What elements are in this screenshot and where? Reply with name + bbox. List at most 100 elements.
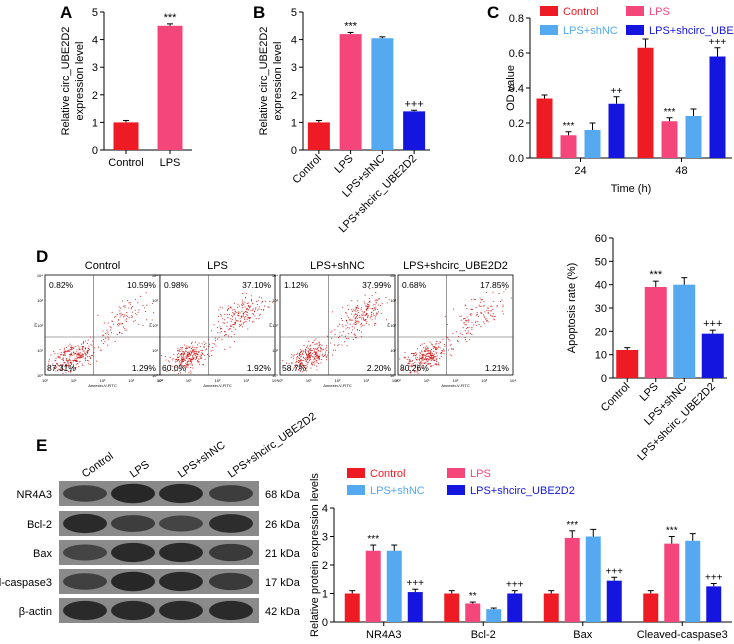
x-tick-label: Control: [108, 157, 143, 169]
flow-y-tick: 10⁰: [37, 373, 43, 378]
bar-control: [536, 98, 553, 158]
bar-lps-shnc: [585, 536, 601, 622]
legend-swatch: [447, 485, 465, 495]
flow-x-tick: 10⁰: [157, 378, 163, 383]
flow-x-axis-label: Annexin-V-FITC: [441, 383, 470, 388]
flow-x-axis-label: Annexin-V-FITC: [203, 383, 232, 388]
y-tick-label: 3: [92, 62, 98, 74]
blot-kda-label: 21 kDa: [265, 548, 301, 560]
flow-y-tick: 10³: [272, 298, 278, 303]
bar-control: [307, 122, 330, 150]
y-tick-label: 0: [601, 373, 607, 385]
y-tick-label: 1: [291, 117, 297, 129]
x-tick-label: LPS: [638, 381, 661, 404]
flow-y-axis-label: PI: [33, 323, 38, 327]
blot-row-label: Cleaved-caspase3: [0, 577, 52, 589]
blot-band: [63, 573, 107, 590]
significance-label: ***: [344, 20, 358, 32]
y-tick-label: 4: [291, 35, 297, 47]
bar-lps-shcirc-ube2d2: [701, 333, 724, 378]
legend-label: Control: [563, 6, 598, 18]
quadrant-lr-percent: 2.20%: [367, 363, 392, 373]
legend-label: LPS+shNC: [370, 485, 425, 497]
x-tick-label: LPS: [160, 157, 181, 169]
y-tick-label: 50: [595, 256, 607, 268]
y-tick-label: 30: [595, 303, 607, 315]
y-tick-label: 20: [595, 326, 607, 338]
quadrant-ur-percent: 10.59%: [127, 280, 156, 290]
y-axis-label: Apoptosis rate (%): [566, 263, 578, 353]
x-tick-label: LPS: [333, 153, 356, 176]
flow-plot-title: LPS+shNC: [310, 260, 365, 272]
flow-y-tick: 10⁴: [37, 273, 43, 278]
flow-x-tick: 10²: [335, 378, 341, 383]
blot-lane-label: LPS+shcirc_UBE2D2: [226, 410, 319, 480]
flow-plot-frame: [159, 274, 276, 376]
flow-dots: [399, 288, 512, 374]
bar-control: [344, 593, 360, 622]
significance-label: ***: [563, 121, 575, 132]
flow-x-tick: 10³: [243, 378, 249, 383]
flow-plot-title: Control: [85, 260, 120, 272]
x-tick-label: Bax: [573, 629, 592, 641]
y-axis-label: Relative protein expression levels: [309, 473, 321, 637]
y-tick-label: 1: [92, 117, 98, 129]
flow-x-tick: 10²: [100, 378, 106, 383]
quadrant-ur-percent: 37.10%: [242, 280, 271, 290]
flow-y-tick: 10²: [37, 323, 43, 328]
blot-band: [159, 542, 203, 563]
flow-x-tick: 10³: [481, 378, 487, 383]
bar-lps-shcirc-ube2d2: [403, 111, 426, 150]
quadrant-ul-percent: 0.68%: [402, 280, 427, 290]
legend-label: LPS+shNC: [563, 25, 618, 37]
panel-label-c: C: [487, 3, 499, 22]
blot-band: [63, 485, 107, 502]
significance-label: ***: [164, 12, 178, 24]
blot-band: [111, 515, 155, 532]
x-tick-label: 48: [675, 165, 687, 177]
legend-label: LPS+shcirc_UBE2D2: [649, 25, 734, 37]
y-tick-label: 0: [92, 145, 98, 157]
bar-lps-shnc: [673, 284, 696, 378]
flow-plot-title: LPS+shcirc_UBE2D2: [403, 260, 508, 272]
x-tick-label: Control: [290, 153, 324, 187]
significance-label: ++: [611, 86, 623, 97]
legend-swatch: [540, 6, 558, 16]
significance-label: ***: [566, 520, 578, 531]
legend-swatch: [540, 25, 558, 35]
flow-x-tick: 10⁴: [272, 378, 278, 383]
bar-lps-shnc: [371, 38, 394, 150]
blot-band: [63, 600, 107, 621]
significance-label: +++: [506, 580, 524, 591]
blot-band: [209, 485, 253, 502]
bar-lps: [664, 543, 680, 622]
significance-label: +++: [709, 37, 727, 48]
quadrant-ur-percent: 37.99%: [362, 280, 391, 290]
legend-swatch: [447, 468, 465, 478]
flow-x-tick: 10¹: [424, 378, 430, 383]
blot-kda-label: 42 kDa: [265, 606, 301, 618]
bar-lps: [560, 135, 577, 158]
y-tick-label: 4: [322, 503, 328, 515]
blot-band: [111, 542, 155, 563]
y-tick-label: 0.2: [509, 118, 524, 130]
blot-band: [159, 600, 203, 621]
x-tick-label: 24: [574, 165, 586, 177]
flow-y-tick: 10²: [390, 323, 396, 328]
y-tick-label: 0: [322, 617, 328, 629]
bar-lps-shnc: [584, 130, 601, 158]
y-tick-label: 0.4: [509, 83, 524, 95]
panel-label-e: E: [36, 436, 47, 455]
y-tick-label: 3: [291, 62, 297, 74]
legend-swatch: [347, 468, 365, 478]
flow-y-tick: 10⁰: [390, 373, 396, 378]
bar-lps: [365, 550, 381, 622]
flow-y-tick: 10³: [37, 298, 43, 303]
y-tick-label: 0.0: [509, 153, 524, 165]
bar-lps: [465, 603, 481, 622]
significance-label: +++: [404, 98, 423, 110]
flow-y-tick: 10¹: [390, 348, 396, 353]
flow-x-tick: 10¹: [186, 378, 192, 383]
blot-band: [63, 513, 107, 534]
blot-row-label: NR4A3: [17, 489, 52, 501]
